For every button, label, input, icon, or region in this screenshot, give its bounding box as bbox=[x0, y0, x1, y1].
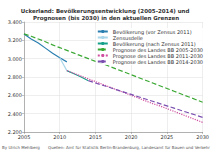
svg-text:3.000: 3.000 bbox=[8, 56, 22, 62]
svg-text:Prognose des Landes BB 2011-20: Prognose des Landes BB 2011-2030 bbox=[112, 52, 203, 59]
svg-text:2030: 2030 bbox=[196, 134, 209, 140]
svg-text:2.600: 2.600 bbox=[8, 92, 22, 98]
svg-text:Prognose des Landes BB 2014-20: Prognose des Landes BB 2014-2030 bbox=[113, 59, 203, 66]
svg-text:Bevölkerung (vor Zensus 2011): Bevölkerung (vor Zensus 2011) bbox=[112, 28, 192, 35]
svg-text:3.200: 3.200 bbox=[8, 37, 22, 43]
svg-text:2015: 2015 bbox=[89, 134, 102, 140]
svg-text:By Ulrich Mehlberg: By Ulrich Mehlberg bbox=[2, 145, 40, 150]
svg-text:3.400: 3.400 bbox=[8, 19, 22, 25]
svg-text:2.200: 2.200 bbox=[7, 129, 22, 135]
svg-text:Zensusdelle: Zensusdelle bbox=[112, 34, 143, 41]
svg-text:Uckerland: Bevölkerungsentwick: Uckerland: Bevölkerungsentwicklung (2005… bbox=[21, 8, 192, 15]
svg-text:2025: 2025 bbox=[161, 134, 174, 140]
svg-text:Bevölkerung (nach Zensus 2011): Bevölkerung (nach Zensus 2011) bbox=[112, 40, 196, 47]
svg-text:2005: 2005 bbox=[18, 134, 31, 140]
svg-text:2020: 2020 bbox=[125, 134, 138, 140]
svg-text:Prognosen (bis 2030) in den ak: Prognosen (bis 2030) in den aktuellen Gr… bbox=[33, 15, 179, 22]
svg-text:Prognose des Landes BB 2005-20: Prognose des Landes BB 2005-2030 bbox=[112, 46, 203, 53]
svg-text:2.800: 2.800 bbox=[8, 74, 22, 80]
svg-text:2.400: 2.400 bbox=[8, 111, 22, 117]
svg-text:2010: 2010 bbox=[53, 134, 66, 140]
svg-text:Quellen: Amt für Statistik Ber: Quellen: Amt für Statistik Berlin-Brande… bbox=[48, 145, 210, 150]
